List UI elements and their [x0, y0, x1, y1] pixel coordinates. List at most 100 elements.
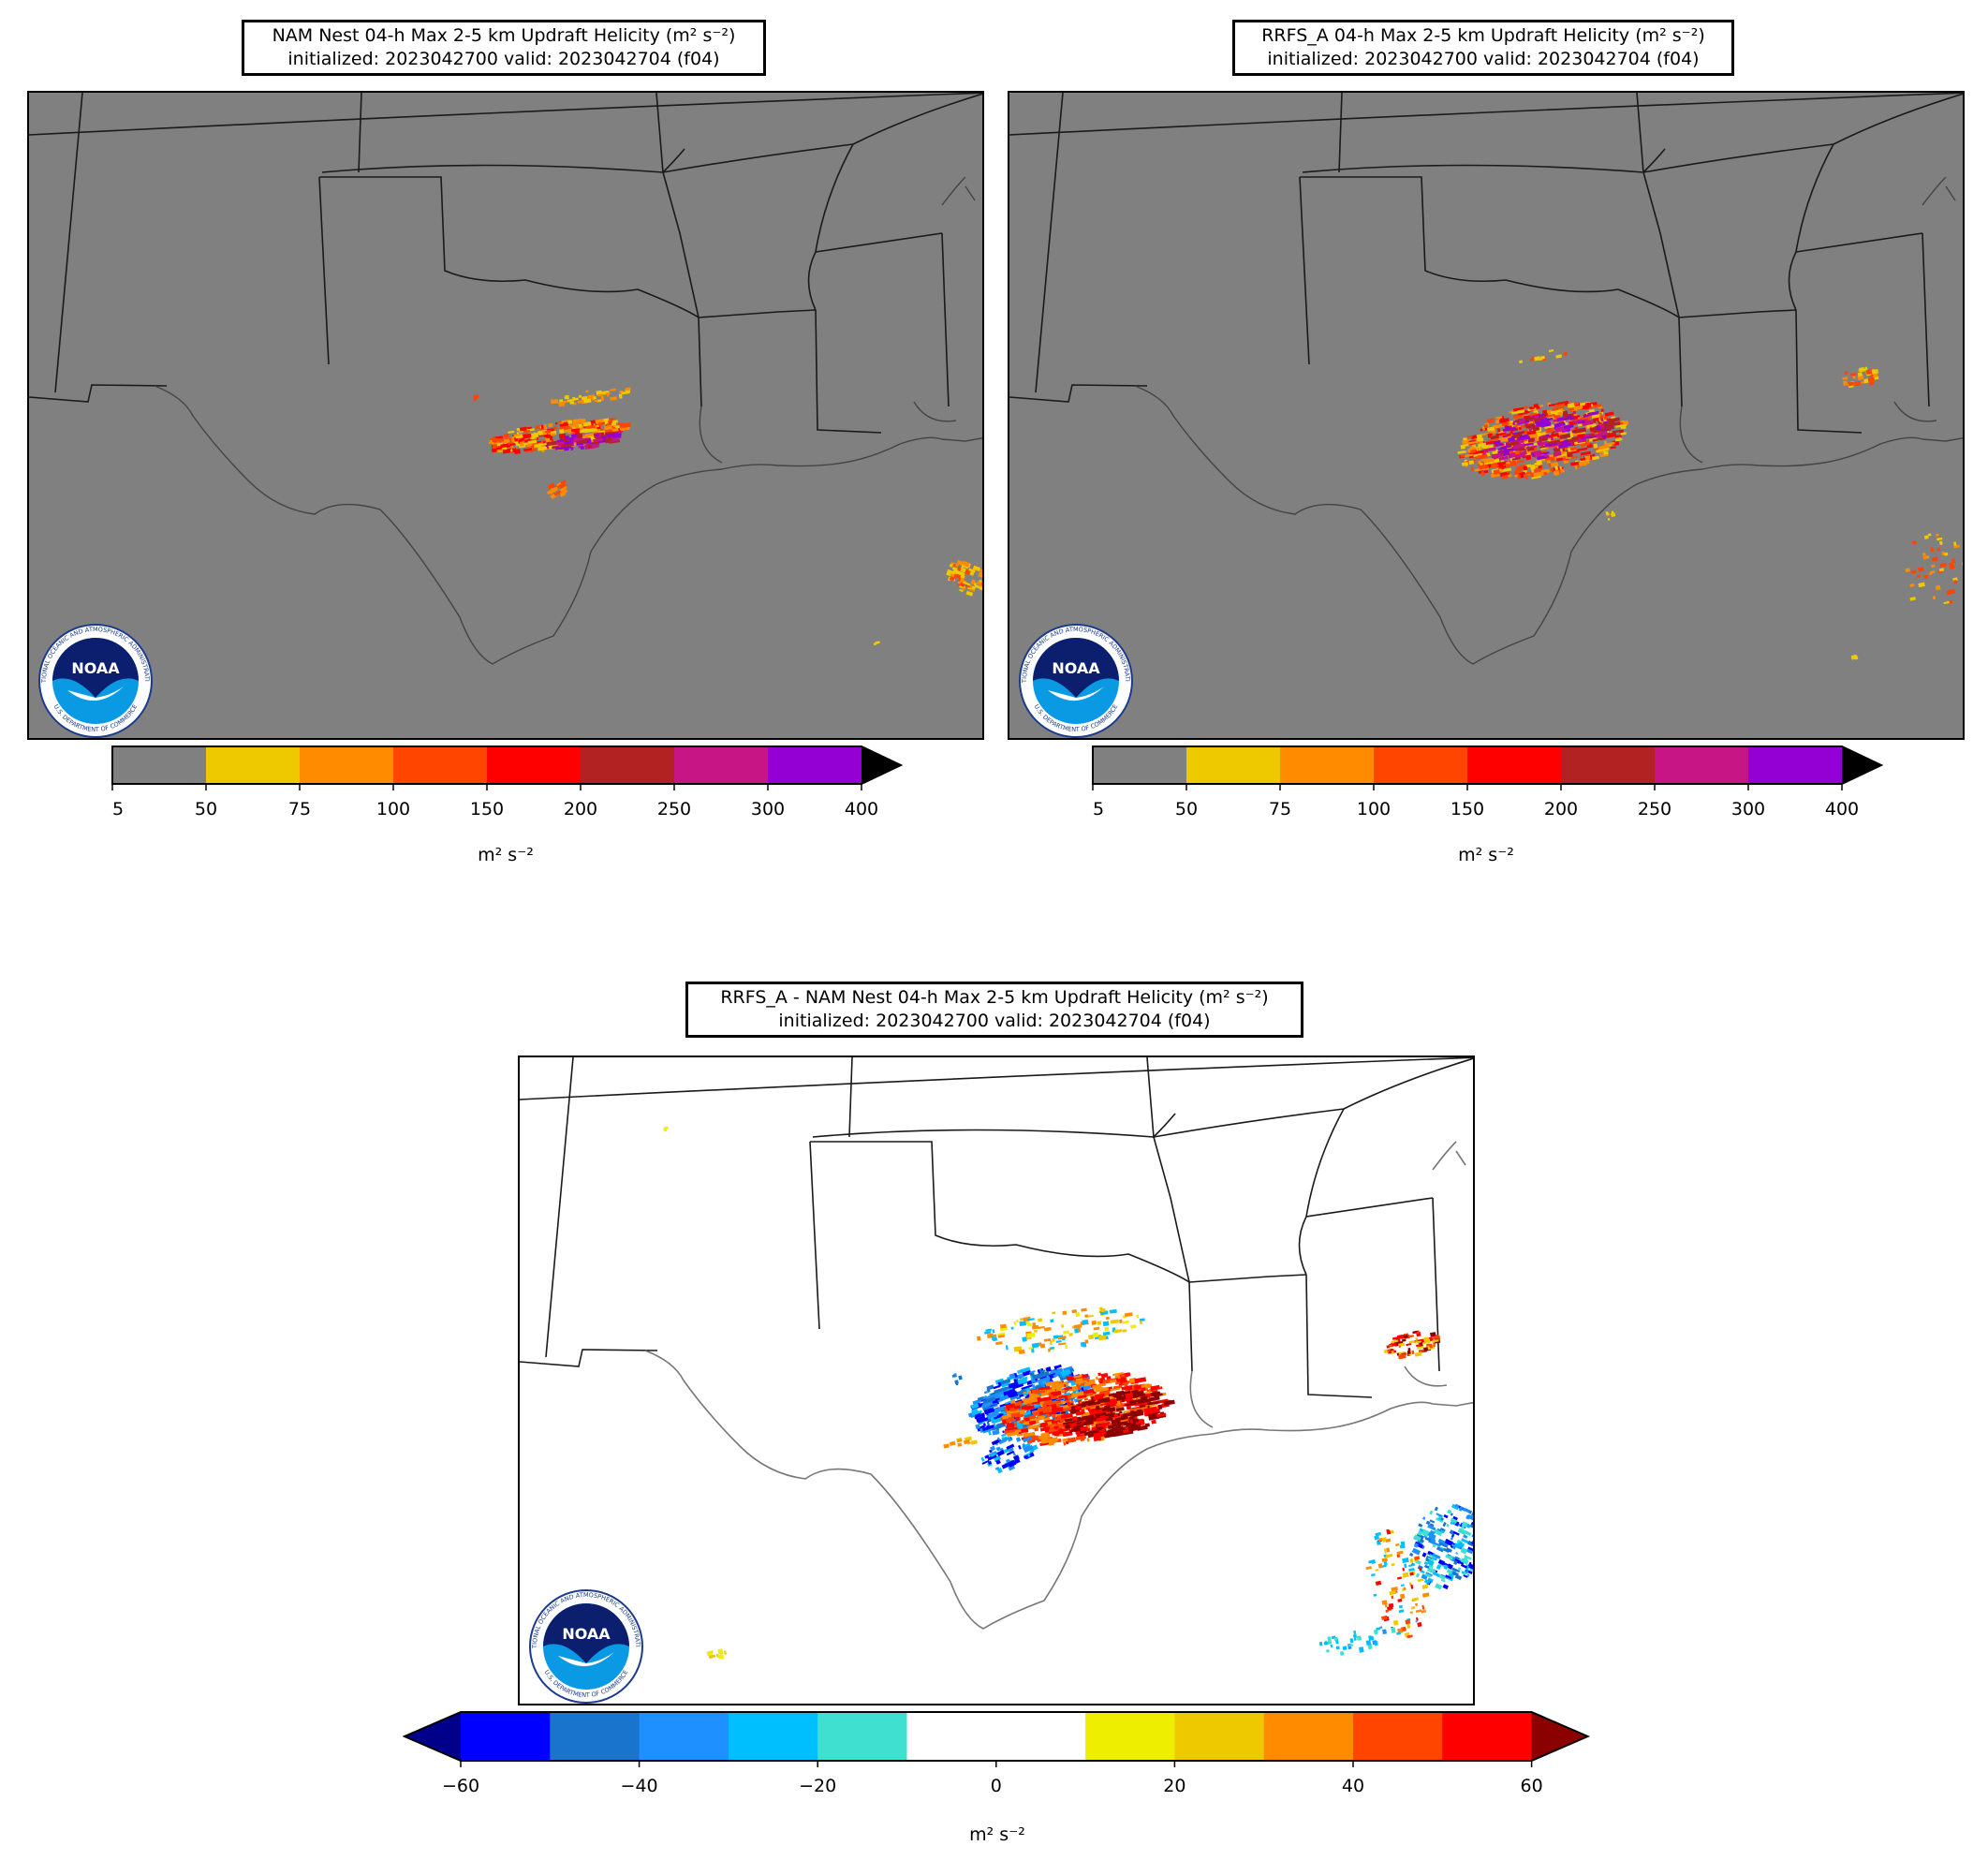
coast-segment: [1922, 176, 1947, 206]
helicity-cell: [587, 428, 597, 433]
helicity-cell: [1139, 1404, 1146, 1409]
helicity-cell: [1037, 1406, 1051, 1412]
helicity-cell: [1032, 1322, 1037, 1327]
helicity-cell: [1131, 1389, 1139, 1395]
colorbar-segment: [728, 1712, 818, 1761]
colorbar-segment: [1561, 746, 1655, 784]
helicity-cell: [995, 1447, 999, 1452]
helicity-cell: [992, 1329, 995, 1334]
helicity-cell: [958, 1375, 963, 1380]
helicity-cell: [1863, 378, 1869, 384]
helicity-cell: [561, 443, 572, 448]
helicity-cell: [500, 443, 508, 449]
helicity-cell: [1400, 1541, 1406, 1546]
colorbar-segment: [1174, 1712, 1265, 1761]
helicity-cell: [1471, 1542, 1473, 1545]
colorbar-tick-label: 25: [1091, 799, 1104, 819]
helicity-cell: [1113, 1329, 1123, 1334]
helicity-cell: [1512, 406, 1524, 412]
helicity-cell: [1025, 1321, 1030, 1325]
helicity-cell: [1397, 1353, 1406, 1360]
helicity-cell: [1584, 433, 1594, 436]
helicity-cell: [1434, 1506, 1438, 1512]
helicity-cell: [545, 444, 549, 448]
helicity-cell: [1849, 372, 1857, 376]
colorbar-segment: [112, 746, 206, 784]
helicity-cell: [1023, 1438, 1027, 1442]
helicity-cell: [1411, 1597, 1420, 1602]
helicity-cell: [977, 1425, 986, 1432]
helicity-cell: [1057, 1342, 1067, 1346]
helicity-cell: [1408, 1335, 1414, 1338]
helicity-cell: [1410, 1605, 1416, 1610]
helicity-cell: [1480, 463, 1483, 465]
helicity-cell: [971, 1408, 979, 1414]
helicity-cell: [1454, 1556, 1461, 1560]
helicity-cell: [1391, 1351, 1394, 1355]
colorbar-tick-label: −40: [621, 1776, 658, 1794]
colorbar-segment: [1085, 1712, 1175, 1761]
helicity-cell: [546, 440, 558, 447]
helicity-cell: [1593, 404, 1602, 408]
helicity-cell: [1451, 1504, 1458, 1509]
helicity-cell: [1472, 1553, 1473, 1558]
helicity-cell: [961, 564, 965, 569]
helicity-cell: [1130, 1410, 1135, 1414]
helicity-cell: [1013, 1422, 1018, 1427]
helicity-cell: [1533, 471, 1545, 478]
helicity-cell: [1009, 1391, 1019, 1398]
helicity-cell: [984, 1331, 992, 1335]
helicity-cell: [1104, 1412, 1115, 1417]
helicity-cell: [1124, 1402, 1137, 1407]
helicity-cell: [516, 432, 520, 435]
helicity-cell: [1598, 444, 1610, 450]
helicity-cell: [1063, 1420, 1076, 1425]
helicity-cell: [596, 393, 603, 397]
helicity-cell: [1607, 417, 1621, 423]
helicity-cell: [1046, 1388, 1056, 1394]
helicity-cell: [547, 482, 555, 488]
helicity-cell: [578, 423, 582, 428]
helicity-cell: [986, 1388, 991, 1394]
helicity-cell: [1398, 1342, 1406, 1347]
helicity-cell: [1949, 564, 1955, 570]
helicity-cell: [1583, 414, 1589, 418]
helicity-cell: [977, 1336, 981, 1341]
helicity-cell: [1943, 600, 1951, 605]
helicity-cell: [597, 421, 604, 426]
state-border: [807, 143, 854, 311]
helicity-cell: [951, 1374, 956, 1378]
state-border: [812, 1129, 1155, 1138]
helicity-cell: [1554, 403, 1566, 407]
noaa-logo: NOAANATIONAL OCEANIC AND ATMOSPHERIC ADM…: [30, 623, 153, 738]
helicity-cell: [1151, 1419, 1156, 1425]
helicity-cell: [1563, 423, 1574, 430]
helicity-cell: [980, 1456, 985, 1462]
helicity-cell: [985, 1328, 993, 1332]
helicity-cell: [1447, 1563, 1453, 1570]
helicity-cell: [1326, 1649, 1330, 1653]
helicity-cell: [1523, 465, 1528, 471]
helicity-cell: [1526, 447, 1535, 452]
helicity-cell: [1927, 533, 1932, 537]
colorbar-tick-label: 75: [288, 799, 311, 819]
helicity-cell: [582, 421, 592, 427]
helicity-cell: [1075, 1435, 1087, 1440]
helicity-cell: [1349, 1638, 1354, 1644]
helicity-cell: [1443, 1564, 1449, 1571]
helicity-cell: [1097, 1321, 1102, 1325]
helicity-cell: [1104, 1326, 1110, 1332]
helicity-cell: [1418, 1349, 1426, 1353]
helicity-cell: [1371, 1573, 1376, 1577]
colorbar-segment: [1186, 746, 1280, 784]
helicity-cell: [1445, 1574, 1452, 1580]
helicity-cell: [1487, 426, 1495, 432]
helicity-cell: [1112, 1425, 1124, 1432]
helicity-cell: [1510, 410, 1520, 415]
helicity-cell: [1555, 457, 1564, 462]
helicity-cell: [996, 1437, 1001, 1441]
helicity-cell: [1416, 1533, 1425, 1541]
helicity-cell: [1585, 402, 1590, 406]
helicity-cell: [1388, 1602, 1394, 1608]
helicity-cell: [987, 1454, 997, 1461]
